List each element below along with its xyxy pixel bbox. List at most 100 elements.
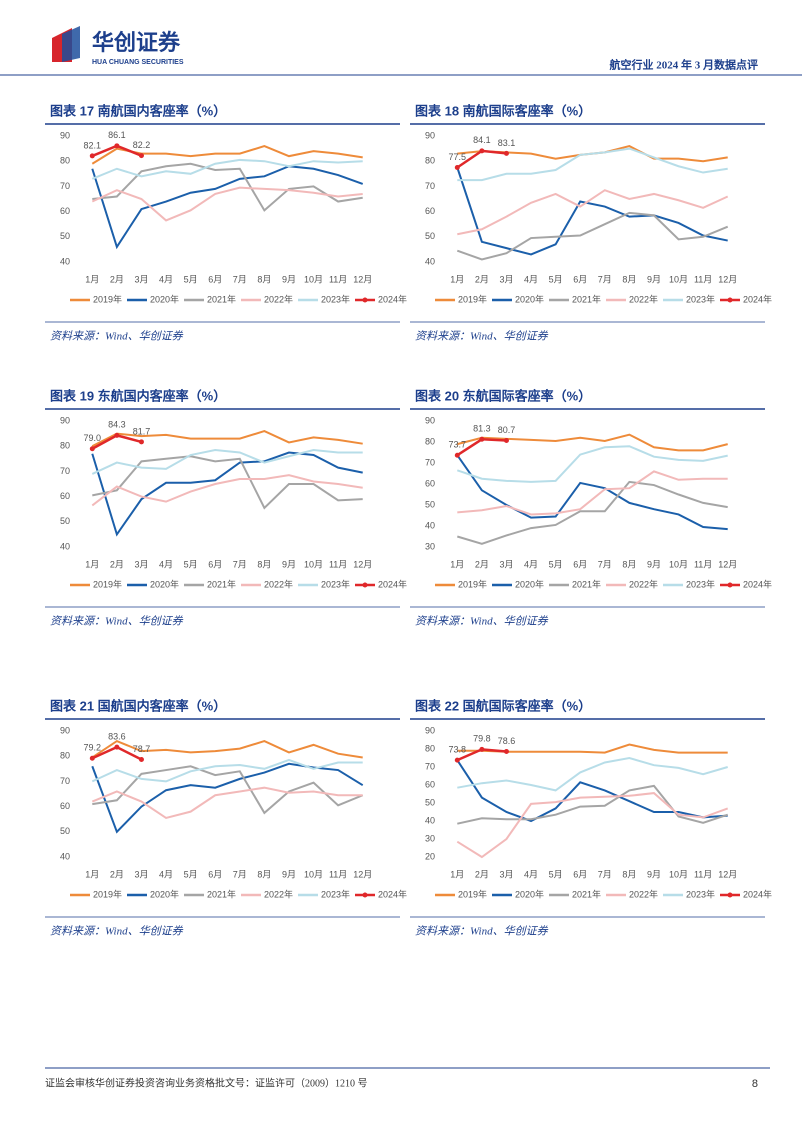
x-tick-label: 9月 bbox=[647, 869, 661, 879]
figure-title: 图表 18 南航国际客座率（%） bbox=[415, 103, 591, 118]
x-tick-label: 11月 bbox=[694, 869, 712, 879]
y-tick-label: 50 bbox=[60, 231, 70, 241]
y-tick-label: 50 bbox=[60, 516, 70, 526]
y-tick-label: 40 bbox=[60, 541, 70, 551]
x-tick-label: 5月 bbox=[549, 869, 563, 879]
x-tick-label: 1月 bbox=[85, 559, 99, 569]
x-tick-label: 12月 bbox=[718, 869, 737, 879]
legend-label: 2021年 bbox=[207, 578, 236, 589]
report-title: 航空行业 2024 年 3 月数据点评 bbox=[610, 58, 759, 72]
y-tick-label: 40 bbox=[60, 256, 70, 266]
x-tick-label: 11月 bbox=[329, 559, 347, 569]
legend-label: 2022年 bbox=[264, 293, 293, 304]
y-tick-label: 90 bbox=[425, 725, 435, 735]
series-line bbox=[91, 165, 364, 250]
data-label: 79.0 bbox=[84, 433, 102, 443]
x-tick-label: 1月 bbox=[85, 274, 99, 284]
data-label: 78.6 bbox=[498, 736, 516, 746]
point bbox=[454, 757, 460, 763]
x-tick-label: 4月 bbox=[159, 869, 173, 879]
x-tick-label: 6月 bbox=[208, 274, 222, 284]
series-line bbox=[91, 786, 363, 820]
series-line bbox=[457, 480, 728, 545]
legend-marker bbox=[362, 892, 368, 898]
series-line bbox=[456, 445, 728, 483]
point bbox=[503, 438, 509, 444]
source: 资料来源：Wind、华创证券 bbox=[50, 925, 184, 938]
series-line bbox=[456, 211, 729, 261]
data-label: 83.6 bbox=[108, 732, 126, 742]
y-tick-label: 50 bbox=[425, 231, 435, 241]
y-tick-label: 40 bbox=[425, 815, 435, 825]
x-tick-label: 7月 bbox=[233, 274, 247, 284]
x-tick-label: 10月 bbox=[669, 559, 688, 569]
x-tick-label: 12月 bbox=[718, 274, 737, 284]
figure-title: 图表 21 国航国内客座率（%） bbox=[50, 698, 226, 713]
page-number: 8 bbox=[752, 1078, 758, 1090]
x-tick-label: 7月 bbox=[233, 869, 247, 879]
series-line bbox=[92, 765, 364, 815]
series-line bbox=[456, 759, 728, 823]
series-line bbox=[457, 470, 728, 516]
x-tick-label: 8月 bbox=[622, 559, 636, 569]
legend-label: 2019年 bbox=[458, 888, 487, 899]
series-line bbox=[457, 147, 728, 182]
y-tick-label: 70 bbox=[425, 761, 435, 771]
source: 资料来源：Wind、华创证券 bbox=[415, 330, 549, 343]
x-tick-label: 4月 bbox=[524, 274, 538, 284]
point bbox=[503, 749, 509, 755]
legend-label: 2023年 bbox=[686, 293, 715, 304]
legend-label: 2020年 bbox=[515, 888, 544, 899]
y-tick-label: 90 bbox=[425, 130, 435, 140]
legend-label: 2023年 bbox=[321, 888, 350, 899]
series-line bbox=[457, 433, 728, 452]
x-tick-label: 2月 bbox=[110, 869, 124, 879]
x-tick-label: 12月 bbox=[353, 559, 372, 569]
y-tick-label: 60 bbox=[425, 779, 435, 789]
x-tick-label: 6月 bbox=[573, 274, 587, 284]
legend-label: 2022年 bbox=[264, 888, 293, 899]
series-line bbox=[456, 454, 728, 531]
x-tick-label: 4月 bbox=[159, 274, 173, 284]
legend-label: 2023年 bbox=[321, 293, 350, 304]
legend-label: 2019年 bbox=[93, 293, 122, 304]
x-tick-label: 10月 bbox=[304, 869, 323, 879]
logo-cn: 华创证券 bbox=[92, 30, 181, 55]
legend-label: 2023年 bbox=[321, 578, 350, 589]
legend-label: 2020年 bbox=[150, 578, 179, 589]
legend-label: 2022年 bbox=[629, 293, 658, 304]
series-line bbox=[91, 186, 363, 222]
x-tick-label: 2月 bbox=[475, 869, 489, 879]
data-label: 79.2 bbox=[84, 743, 102, 753]
series-line bbox=[457, 756, 728, 792]
figure-title: 图表 19 东航国内客座率（%） bbox=[50, 388, 226, 403]
x-tick-label: 3月 bbox=[134, 274, 148, 284]
y-tick-label: 60 bbox=[60, 801, 70, 811]
legend-label: 2024年 bbox=[743, 888, 772, 899]
x-tick-label: 9月 bbox=[647, 274, 661, 284]
point bbox=[479, 436, 485, 442]
y-tick-label: 60 bbox=[425, 478, 435, 488]
y-tick-label: 30 bbox=[425, 541, 435, 551]
series-line bbox=[456, 167, 728, 256]
x-tick-label: 2月 bbox=[475, 559, 489, 569]
legend-label: 2022年 bbox=[629, 578, 658, 589]
data-label: 78.7 bbox=[133, 744, 151, 754]
legend-label: 2019年 bbox=[93, 578, 122, 589]
x-tick-label: 11月 bbox=[694, 559, 712, 569]
x-tick-label: 1月 bbox=[450, 274, 464, 284]
y-tick-label: 40 bbox=[425, 520, 435, 530]
series-line bbox=[91, 448, 363, 475]
figure-title: 图表 22 国航国际客座率（%） bbox=[415, 698, 591, 713]
y-tick-label: 90 bbox=[425, 415, 435, 425]
legend-label: 2019年 bbox=[458, 293, 487, 304]
data-label: 82.2 bbox=[133, 140, 151, 150]
legend-label: 2024年 bbox=[743, 578, 772, 589]
x-tick-label: 6月 bbox=[573, 869, 587, 879]
y-tick-label: 80 bbox=[425, 743, 435, 753]
data-label: 73.8 bbox=[449, 745, 467, 755]
x-tick-label: 1月 bbox=[450, 869, 464, 879]
x-tick-label: 6月 bbox=[208, 869, 222, 879]
x-tick-label: 9月 bbox=[282, 559, 296, 569]
